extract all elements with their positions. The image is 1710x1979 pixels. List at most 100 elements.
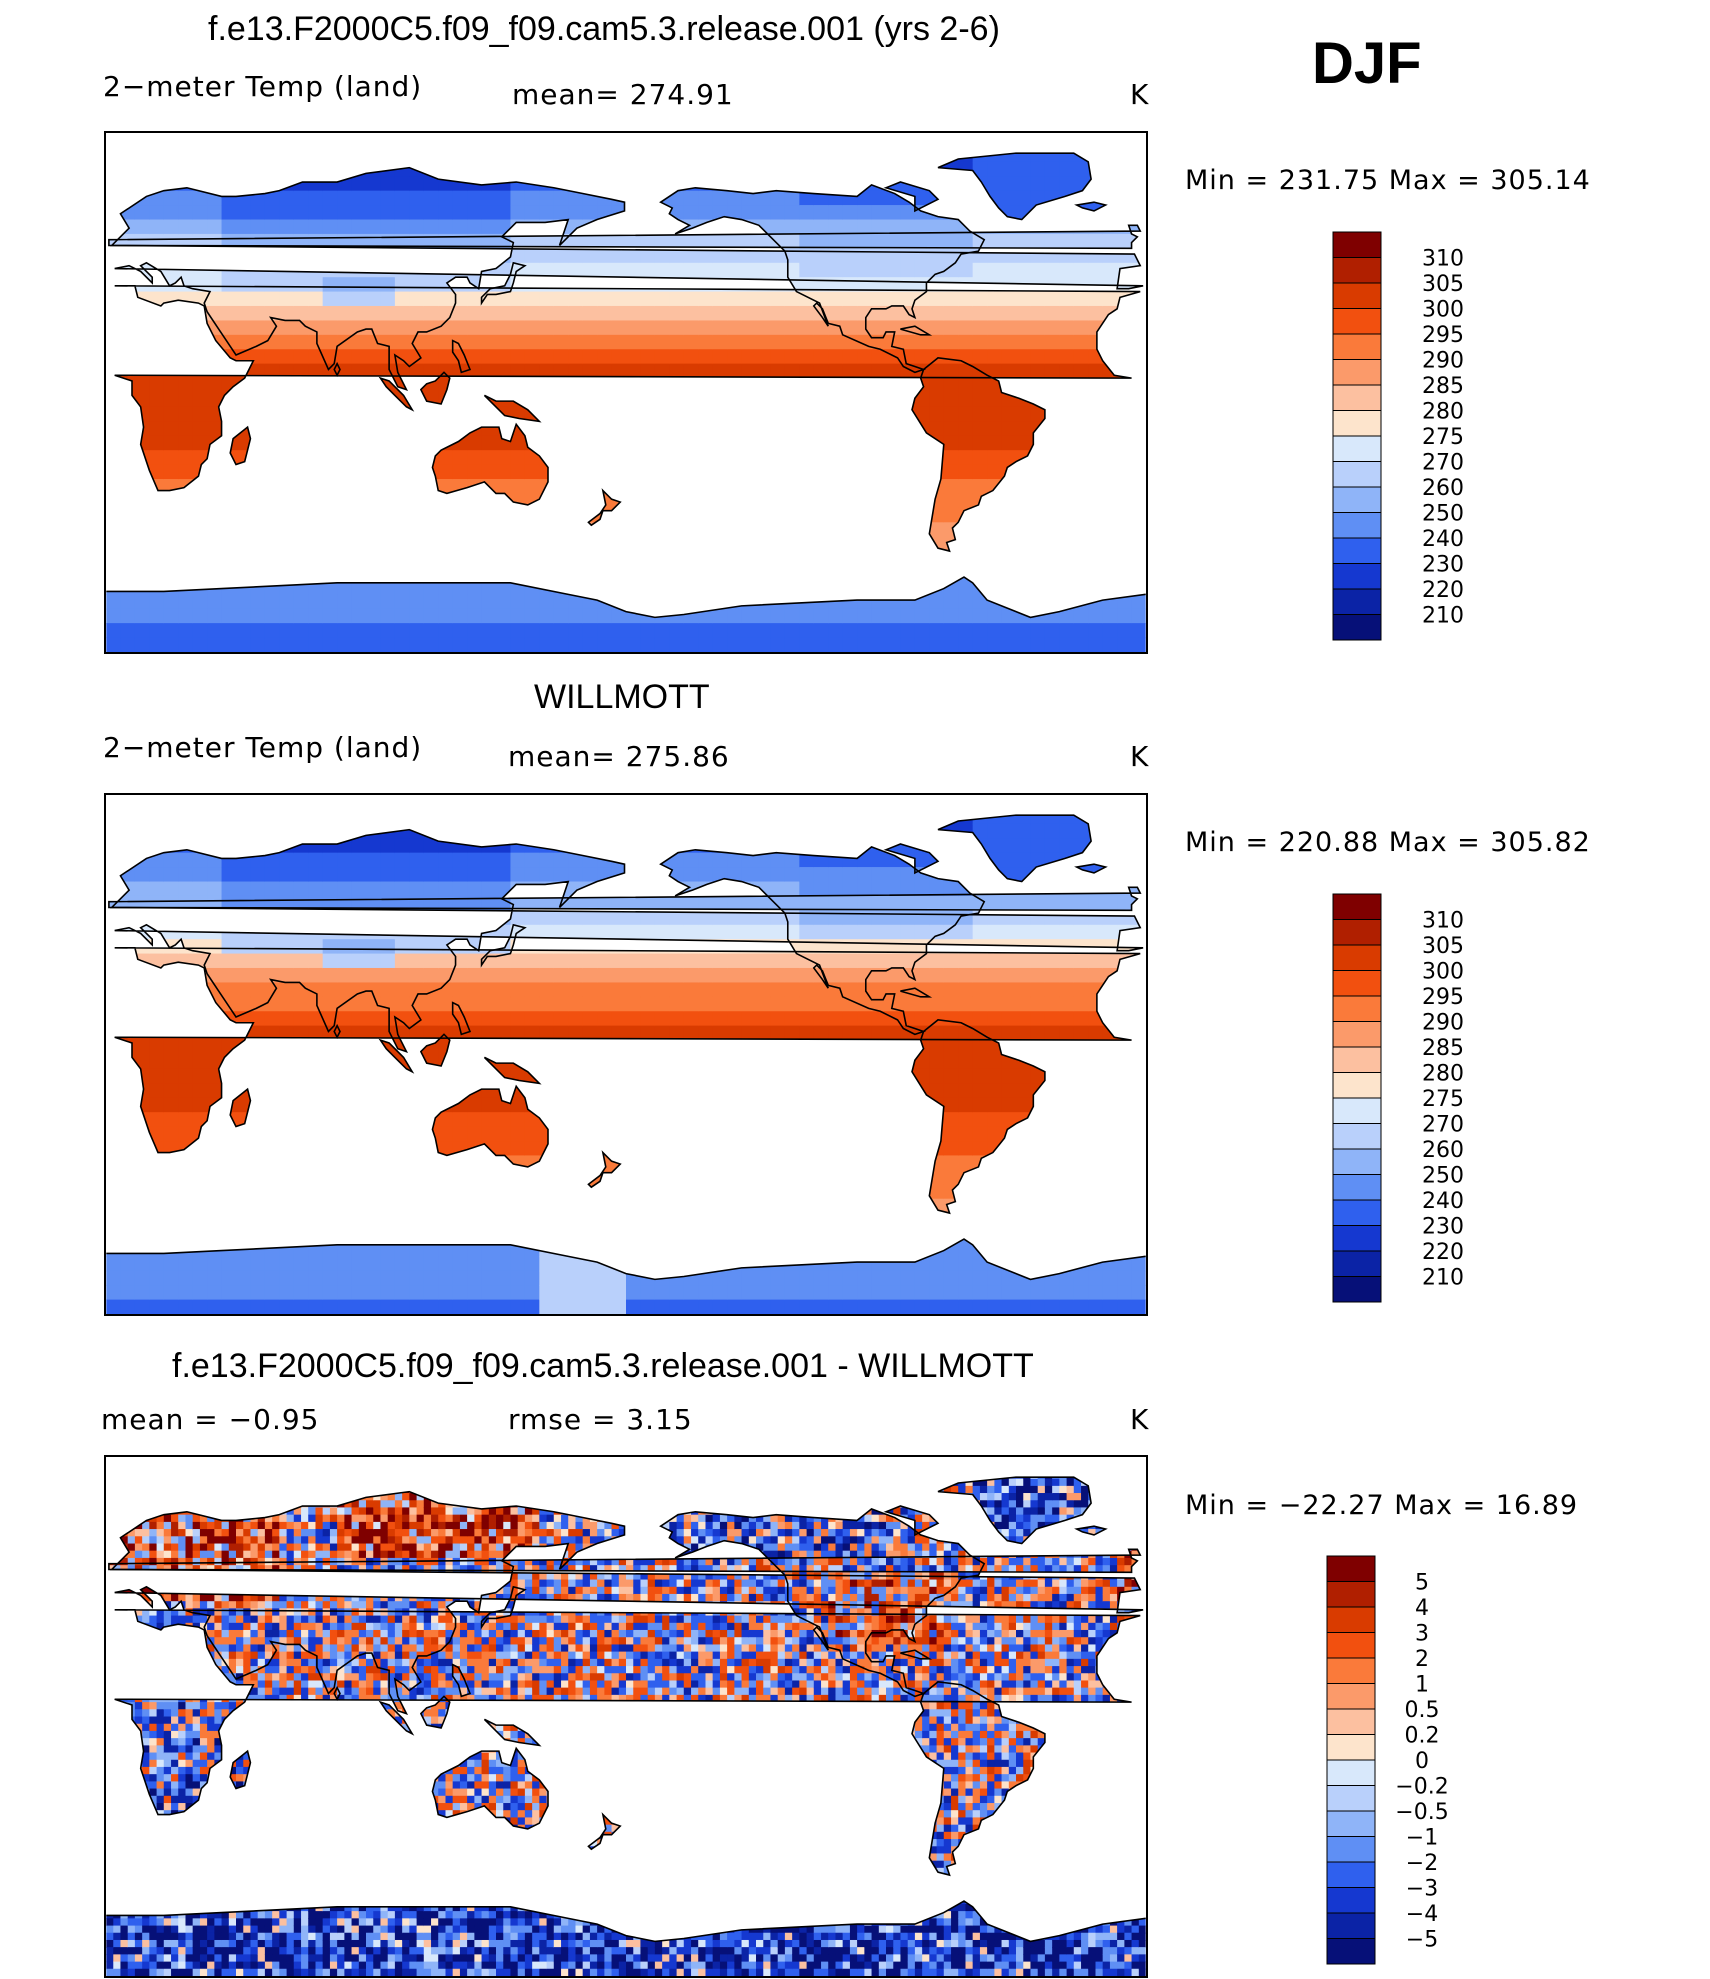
colorbar-tick-label: 220: [1422, 1240, 1464, 1265]
colorbar-tick-label: 280: [1422, 1062, 1464, 1087]
colorbar-tick-label: 1: [1415, 1673, 1429, 1698]
colorbar-tick-label: 285: [1422, 1036, 1464, 1061]
colorbar-swatch: [1326, 1912, 1376, 1939]
colorbar-swatch: [1332, 257, 1382, 284]
colorbar-swatch: [1332, 1250, 1382, 1277]
map-field: [106, 1477, 1146, 1976]
panel3-rmse-label: rmse = 3.15: [508, 1403, 693, 1436]
map-field: [106, 815, 1146, 1314]
colorbar-swatch: [1332, 308, 1382, 335]
colorbar-swatch: [1332, 384, 1382, 411]
colorbar-swatch: [1332, 486, 1382, 513]
colorbar-tick-label: −3: [1406, 1877, 1438, 1902]
colorbar-swatch: [1326, 1836, 1376, 1863]
colorbar-swatch: [1326, 1606, 1376, 1633]
colorbar-swatch: [1332, 1148, 1382, 1175]
coastline-sriLanka: [333, 1023, 341, 1040]
coastline-borneo: [419, 1695, 451, 1729]
panel3-map-svg: [106, 1476, 1146, 1976]
colorbar-swatch: [1332, 563, 1382, 590]
panel2-minmax: Min = 220.88 Max = 305.82: [1185, 827, 1591, 858]
colorbar-tick-label: 295: [1422, 985, 1464, 1010]
coastline-australia: [431, 1084, 549, 1168]
coastline-southamerica: [911, 1681, 1046, 1877]
colorbar-swatch: [1332, 231, 1382, 258]
colorbar-tick-label: 4: [1415, 1596, 1429, 1621]
coastline-newguinea: [483, 394, 542, 423]
coastline-africa: [114, 947, 1141, 1154]
colorbar-tick-label: 230: [1422, 1215, 1464, 1240]
coastline-nz: [587, 488, 622, 527]
coastline-newguinea: [483, 1056, 542, 1085]
colorbar-swatch: [1326, 1632, 1376, 1659]
colorbar-swatch: [1326, 1938, 1376, 1965]
coastline-northamerica: [659, 183, 986, 374]
panel3-mean-label: mean = −0.95: [101, 1403, 320, 1436]
colorbar-swatch: [1332, 512, 1382, 539]
coastline-australia: [431, 1746, 549, 1830]
colorbar-tick-label: 285: [1422, 374, 1464, 399]
coastline-africa: [114, 285, 1141, 492]
colorbar-swatch: [1326, 1683, 1376, 1710]
colorbar-swatch: [1326, 1759, 1376, 1786]
colorbar-tick-label: −0.5: [1395, 1800, 1448, 1825]
panel1-title: f.e13.F2000C5.f09_f09.cam5.3.release.001…: [208, 10, 1000, 48]
colorbar-swatch: [1326, 1785, 1376, 1812]
panel1-variable-label: 2−meter Temp (land): [103, 70, 423, 103]
colorbar-swatch: [1332, 995, 1382, 1022]
colorbar-swatch: [1326, 1861, 1376, 1888]
colorbar-tick-label: 210: [1422, 604, 1464, 629]
coastline-cuba: [900, 325, 933, 336]
colorbar-tick-label: 0.5: [1405, 1698, 1440, 1723]
coastline-sriLanka: [333, 361, 341, 378]
panel1-minmax: Min = 231.75 Max = 305.14: [1185, 165, 1591, 196]
colorbar-swatch: [1332, 614, 1382, 641]
colorbar-tick-label: 310: [1422, 247, 1464, 272]
colorbar-swatch: [1332, 1199, 1382, 1226]
panel1-units: K: [1130, 78, 1150, 111]
colorbar-tick-label: 305: [1422, 934, 1464, 959]
colorbar-swatch: [1326, 1657, 1376, 1684]
colorbar-swatch: [1326, 1810, 1376, 1837]
colorbar-swatch: [1332, 944, 1382, 971]
colorbar-tick-label: −0.2: [1395, 1775, 1448, 1800]
colorbar-tick-label: 295: [1422, 323, 1464, 348]
coastline-greenland: [937, 1476, 1092, 1545]
coastline-baffin: [883, 181, 940, 213]
coastline-sumatra: [378, 1038, 415, 1074]
colorbar-tick-label: 240: [1422, 1189, 1464, 1214]
coastline-northamerica: [659, 845, 986, 1036]
colorbar-swatch: [1326, 1708, 1376, 1735]
coastline-southamerica: [911, 1019, 1046, 1215]
coastline-greenland: [937, 152, 1092, 221]
coastline-southamerica: [911, 357, 1046, 553]
colorbar-swatch: [1332, 1276, 1382, 1303]
season-label: DJF: [1312, 31, 1422, 96]
colorbar-swatch: [1332, 537, 1382, 564]
coastline-philippines: [451, 339, 472, 374]
coastline-eurasia: [109, 828, 1144, 1053]
coastline-australia: [431, 422, 549, 506]
colorbar-tick-label: 300: [1422, 960, 1464, 985]
panel3-units: K: [1130, 1403, 1150, 1436]
coastline-greenland: [937, 814, 1092, 883]
coastline-eurasia: [109, 166, 1144, 391]
colorbar-swatch: [1332, 1097, 1382, 1124]
colorbar-tick-label: −5: [1406, 1928, 1438, 1953]
colorbar-tick-label: 260: [1422, 476, 1464, 501]
coastline-cuba: [900, 987, 933, 998]
colorbar-swatch: [1332, 461, 1382, 488]
colorbar-tick-label: 270: [1422, 1113, 1464, 1138]
panel3-map: [104, 1455, 1148, 1978]
colorbar-tick-label: 5: [1415, 1571, 1429, 1596]
colorbar-swatch: [1332, 893, 1382, 920]
coastline-nz: [587, 1812, 622, 1851]
colorbar-swatch: [1332, 410, 1382, 437]
panel2-variable-label: 2−meter Temp (land): [103, 731, 423, 764]
colorbar-swatch: [1332, 435, 1382, 462]
colorbar-tick-label: 290: [1422, 1011, 1464, 1036]
panel1-colorbar: 310 305 300 295 290 285 280 275 270 260 250 240 230 2…: [1332, 231, 1492, 644]
coastline-japan: [480, 923, 527, 968]
coastline-baffin: [883, 1505, 940, 1537]
colorbar-tick-label: 275: [1422, 425, 1464, 450]
